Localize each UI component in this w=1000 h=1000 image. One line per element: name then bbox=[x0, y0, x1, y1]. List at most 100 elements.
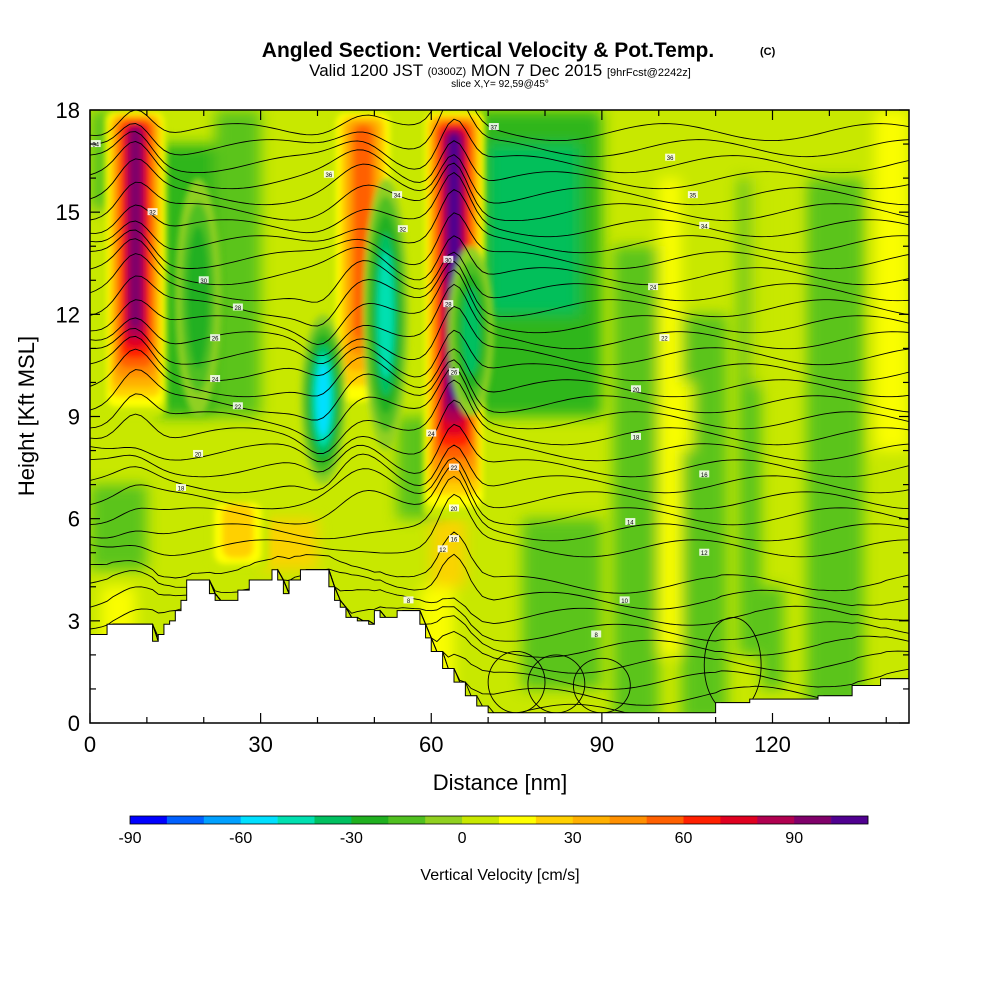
theta-label: 24 bbox=[210, 375, 221, 384]
y-tick-label: 6 bbox=[68, 507, 80, 532]
isentrope-line bbox=[90, 235, 909, 286]
y-axis-label: Height [Kft MSL] bbox=[14, 336, 39, 496]
theta-label-bg bbox=[449, 535, 459, 543]
isentrope-line bbox=[90, 348, 909, 398]
colorbar-swatch bbox=[277, 816, 315, 824]
theta-label: 35 bbox=[687, 191, 698, 200]
isentrope-line bbox=[90, 475, 909, 542]
field-band bbox=[761, 586, 784, 689]
terrain bbox=[90, 569, 909, 723]
theta-label: 30 bbox=[443, 255, 454, 264]
theta-label-bg bbox=[198, 276, 209, 284]
colorbar-swatch bbox=[462, 816, 500, 824]
theta-label-bg bbox=[591, 630, 602, 638]
theta-label: 16 bbox=[699, 470, 710, 479]
x-axis-label: Distance [nm] bbox=[433, 770, 568, 795]
valid-zulu: (0300Z) bbox=[428, 66, 467, 78]
y-tick-label: 18 bbox=[56, 98, 80, 123]
colorbar-tick-label: -60 bbox=[229, 830, 252, 847]
isentrope-line bbox=[90, 110, 909, 158]
theta-label-bg bbox=[699, 548, 710, 556]
colorbar-tick-label: 30 bbox=[564, 830, 582, 847]
isentrope-line bbox=[90, 423, 909, 478]
theta-label-bg bbox=[443, 300, 454, 308]
theta-label-text: 28 bbox=[445, 303, 452, 309]
theta-label-bg bbox=[397, 225, 408, 233]
theta-label-text: 20 bbox=[633, 388, 640, 394]
y-tick-label: 12 bbox=[56, 302, 80, 327]
theta-label-text: 26 bbox=[451, 371, 458, 377]
theta-label: 22 bbox=[659, 334, 670, 343]
theta-label: 30 bbox=[198, 276, 209, 285]
theta-label-text: 16 bbox=[701, 473, 708, 479]
theta-label-bg bbox=[210, 334, 221, 342]
isentrope-line bbox=[90, 457, 909, 510]
theta-label-text: 32 bbox=[149, 211, 156, 217]
theta-label: 28 bbox=[443, 300, 454, 309]
theta-label: 12 bbox=[699, 548, 710, 557]
x-tick-label: 90 bbox=[590, 732, 614, 757]
colorbar-tick-label: -90 bbox=[118, 830, 141, 847]
theta-label-text: 30 bbox=[445, 258, 452, 264]
theta-label-bg bbox=[699, 470, 710, 478]
colorbar-swatch bbox=[240, 816, 278, 824]
theta-label-bg bbox=[210, 375, 221, 383]
theta-label-text: 18 bbox=[633, 435, 640, 441]
isentrope-line bbox=[90, 251, 909, 303]
y-tick-label: 15 bbox=[56, 200, 80, 225]
theta-label-text: 22 bbox=[451, 466, 458, 472]
downdraft-band bbox=[186, 225, 210, 369]
theta-label-bg bbox=[619, 596, 630, 604]
colorbar-swatch bbox=[499, 816, 537, 824]
colorbar-swatch bbox=[794, 816, 832, 824]
isentrope-line bbox=[90, 359, 909, 421]
theta-label-text: 18 bbox=[178, 487, 185, 493]
field-band bbox=[260, 518, 318, 570]
theta-label-bg bbox=[193, 449, 204, 457]
theta-label-text: 30 bbox=[200, 279, 207, 285]
theta-label: 32 bbox=[397, 225, 408, 234]
isentrope-line bbox=[90, 553, 909, 610]
isentrope-line bbox=[90, 379, 909, 454]
theta-label: 20 bbox=[631, 385, 641, 394]
theta-label-text: 8 bbox=[407, 599, 411, 605]
velocity-field bbox=[90, 110, 909, 723]
isentrope-line bbox=[90, 188, 909, 254]
theta-label-text: 24 bbox=[650, 286, 657, 292]
field-band bbox=[658, 178, 682, 655]
theta-label-bg bbox=[176, 484, 186, 492]
slice-info: slice X,Y= 92,59@45° bbox=[451, 79, 549, 90]
colorbar-label: Vertical Velocity [cm/s] bbox=[420, 867, 579, 884]
isentrope-line bbox=[90, 367, 909, 442]
colorbar-swatch bbox=[757, 816, 795, 824]
theta-label-bg bbox=[699, 221, 710, 229]
theta-label-bg bbox=[323, 170, 334, 178]
isentrope-line bbox=[90, 399, 909, 463]
theta-label-text: 20 bbox=[195, 452, 202, 458]
theta-label-text: 24 bbox=[212, 378, 219, 384]
downdraft-band bbox=[461, 287, 481, 376]
theta-label: 36 bbox=[323, 170, 334, 179]
theta-label: 26 bbox=[449, 368, 459, 377]
theta-label: 34 bbox=[699, 221, 710, 230]
y-tick-label: 9 bbox=[68, 405, 80, 430]
colorbar-swatch bbox=[572, 816, 610, 824]
theta-label: 36 bbox=[665, 153, 676, 162]
chart-subtitle: Valid 1200 JST (0300Z) MON 7 Dec 2015 [9… bbox=[309, 60, 691, 80]
colorbar-tick-label: 90 bbox=[785, 830, 803, 847]
theta-label-bg bbox=[449, 504, 459, 512]
theta-label: 20 bbox=[193, 449, 204, 458]
theta-label-bg bbox=[232, 303, 243, 311]
theta-label-text: 36 bbox=[667, 156, 674, 162]
theta-label-bg bbox=[687, 191, 698, 199]
isentrope-line bbox=[90, 162, 909, 222]
forecast-tag: [9hrFcst@2242z] bbox=[607, 67, 691, 79]
theta-label-bg bbox=[625, 518, 636, 526]
x-tick-label: 60 bbox=[419, 732, 443, 757]
field-band bbox=[522, 518, 602, 689]
isentrope-line bbox=[90, 305, 909, 366]
colorbar-swatch bbox=[646, 816, 684, 824]
colorbar-swatch bbox=[388, 816, 426, 824]
